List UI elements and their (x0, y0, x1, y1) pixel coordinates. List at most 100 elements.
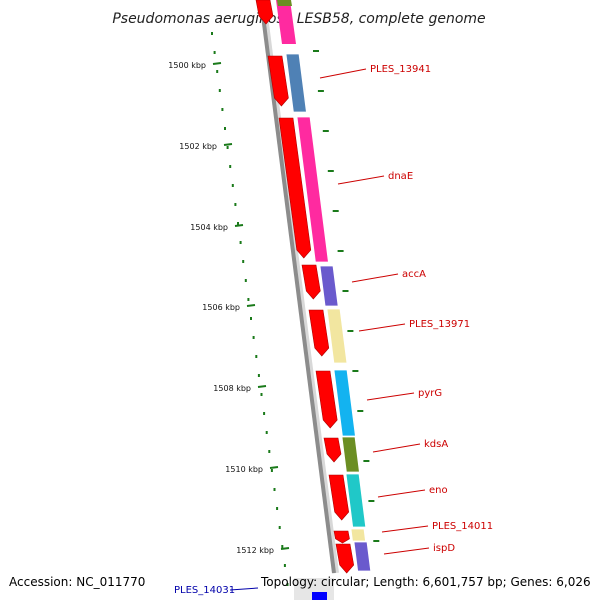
label-leader-line (381, 525, 429, 533)
ring-dot (247, 298, 250, 301)
cog-band (326, 308, 348, 364)
label-leader-line (337, 175, 385, 185)
ring-dash (352, 370, 359, 372)
kbp-label: 1512 kbp (236, 546, 274, 555)
cog-band (345, 473, 367, 528)
ring-dot (229, 165, 232, 168)
forward-gene-arrow[interactable] (278, 117, 312, 259)
ring-dash (363, 460, 370, 462)
forward-gene-arrow[interactable] (255, 0, 274, 25)
ring-dot (234, 203, 237, 206)
gene-labels: PLES_13941 dnaE accA PLES_13971 pyrG kdsA eno P… (319, 64, 493, 555)
ring-dash (322, 130, 329, 132)
forward-gene-arrow[interactable] (328, 474, 350, 521)
ring-dot (252, 336, 255, 339)
ring-dot (255, 355, 258, 358)
cog-band (350, 528, 366, 542)
ring-dot (242, 260, 245, 263)
ring-dash (342, 290, 349, 292)
ring-dot (221, 108, 224, 111)
ring-dash (327, 170, 334, 172)
label-leader-line (319, 68, 367, 79)
gene-label-dnae[interactable]: dnaE (388, 171, 413, 182)
topology-text: Topology: circular; Length: 6,601,757 bp… (260, 575, 591, 589)
accession-text: Accession: NC_011770 (9, 575, 145, 589)
ring-dot (226, 146, 229, 149)
kbp-tick (246, 304, 256, 307)
ring-dash (368, 500, 375, 502)
forward-gene-arrow[interactable] (315, 370, 338, 429)
cog-band (353, 541, 372, 572)
forward-gene-arrow[interactable] (335, 543, 355, 574)
kbp-label: 1510 kbp (225, 465, 263, 474)
reverse-strand: PLES_14031 (174, 578, 334, 600)
kbp-tick (223, 143, 233, 146)
kbp-tick (212, 62, 222, 65)
ring-dash (337, 250, 344, 252)
ring-dot (224, 127, 226, 130)
ring-dot (260, 393, 263, 396)
reverse-label-leader (229, 587, 259, 591)
gene-label-ples-13941[interactable]: PLES_13941 (370, 64, 431, 75)
ring-dot (265, 431, 268, 434)
ring-dash (373, 540, 380, 542)
ring-dot (278, 526, 281, 529)
gene-label-acca[interactable]: accA (402, 269, 426, 280)
ring-dash (313, 50, 319, 52)
ring-dot (213, 51, 216, 54)
forward-gene-arrow[interactable] (333, 530, 350, 544)
label-leader-line (372, 443, 421, 453)
gene-label-eno[interactable]: eno (429, 485, 448, 496)
ring-dot (257, 374, 260, 377)
cog-band (285, 53, 307, 113)
forward-gene-arrow[interactable] (308, 309, 330, 357)
ring-dot (281, 545, 284, 548)
ring-dot (268, 450, 271, 453)
ring-dot (231, 184, 234, 187)
ring-dot (211, 32, 213, 35)
gene-label-ispd[interactable]: ispD (433, 543, 455, 554)
kbp-tick (234, 224, 244, 227)
forward-gene-arrow[interactable] (267, 55, 289, 107)
label-leader-line (366, 392, 415, 401)
forward-gene-arrows (255, 0, 355, 574)
ring-dash (347, 330, 354, 332)
kbp-label: 1502 kbp (179, 142, 217, 151)
forward-gene-arrow[interactable] (301, 264, 321, 300)
ring-dash (332, 210, 339, 212)
kbp-ticks: 1500 kbp 1502 kbp 1504 kbp 1506 kbp 1508 kbp… (168, 61, 290, 555)
cog-band (341, 436, 360, 473)
reverse-gene-arrow[interactable] (312, 592, 327, 600)
ring-dot (283, 564, 286, 567)
gene-label-pyrg[interactable]: pyrG (418, 388, 442, 399)
label-leader-line (358, 323, 406, 332)
cog-band (333, 369, 356, 437)
ring-dot (218, 89, 221, 92)
cog-band (276, 0, 296, 44)
ring-dot (239, 241, 242, 244)
ring-dot (237, 222, 239, 225)
cog-band (296, 116, 329, 263)
gene-label-kdsa[interactable]: kdsA (424, 439, 448, 450)
gene-label-ples-13971[interactable]: PLES_13971 (409, 319, 470, 330)
ring-dot (270, 469, 273, 472)
kbp-label: 1506 kbp (202, 303, 240, 312)
label-leader-line (351, 273, 399, 283)
kbp-label: 1500 kbp (168, 61, 206, 70)
gene-label-ples-14011[interactable]: PLES_14011 (432, 521, 493, 532)
forward-gene-arrow[interactable] (323, 437, 342, 463)
ring-dot (276, 507, 279, 510)
ring-dot (250, 317, 252, 320)
kbp-tick (280, 547, 290, 550)
ring-dot (216, 70, 219, 73)
cog-category-bands (276, 0, 372, 572)
map-title: Pseudomonas aeruginosa LESB58, complete … (112, 11, 485, 27)
kbp-label: 1504 kbp (190, 223, 228, 232)
plot-ring-dots (211, 32, 380, 586)
label-leader-line (377, 489, 426, 498)
ring-dot (273, 488, 276, 491)
ring-dash (357, 410, 364, 412)
gene-label-ples-14031[interactable]: PLES_14031 (174, 585, 235, 596)
ring-dot (286, 583, 289, 586)
